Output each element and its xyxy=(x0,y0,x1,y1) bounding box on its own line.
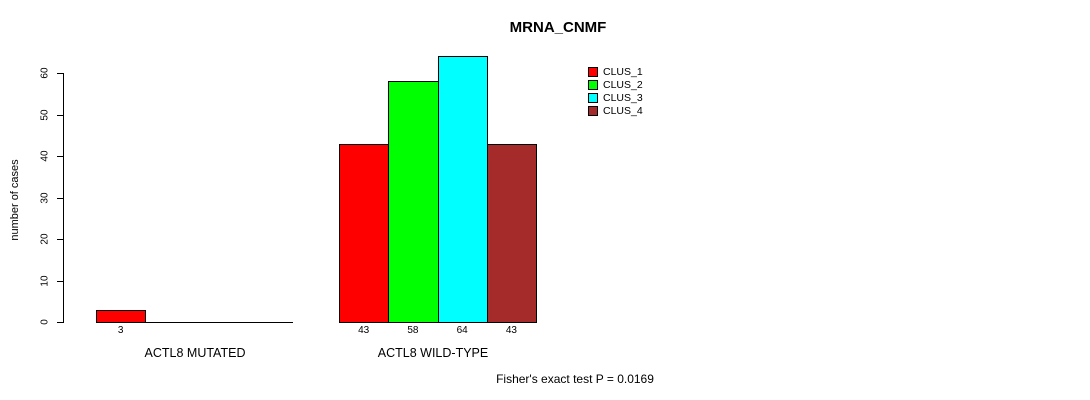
legend-label: CLUS_4 xyxy=(603,104,643,117)
y-axis-tick xyxy=(57,156,63,157)
legend-item: CLUS_4 xyxy=(588,104,643,117)
y-axis-tick xyxy=(57,322,63,323)
legend: CLUS_1 CLUS_2 CLUS_3 CLUS_4 xyxy=(588,65,643,117)
y-axis-tick-label: 30 xyxy=(39,191,51,204)
legend-color-swatch xyxy=(588,105,598,116)
legend-label: CLUS_1 xyxy=(603,65,643,78)
x-category-label-wildtype: ACTL8 WILD-TYPE xyxy=(377,346,489,360)
y-axis-line xyxy=(63,73,64,323)
legend-label: CLUS_3 xyxy=(603,91,643,104)
chart-title: MRNA_CNMF xyxy=(509,19,607,36)
y-axis-label: number of cases xyxy=(9,159,21,241)
y-axis-tick xyxy=(57,73,63,74)
y-axis-tick-label: 20 xyxy=(39,233,51,245)
bar xyxy=(388,81,439,323)
bar-value-label: 43 xyxy=(358,325,370,336)
y-axis-tick-label: 0 xyxy=(39,319,51,325)
bar xyxy=(486,144,537,323)
group-baseline xyxy=(96,322,293,323)
bar-value-label: 58 xyxy=(407,325,419,336)
y-axis-tick-label: 60 xyxy=(39,67,51,79)
y-axis-tick-label: 40 xyxy=(39,150,51,162)
legend-color-swatch xyxy=(588,79,598,90)
legend-color-swatch xyxy=(588,92,598,103)
x-category-label-mutated: ACTL8 MUTATED xyxy=(144,346,246,360)
bar-value-label: 64 xyxy=(456,325,468,336)
legend-item: CLUS_1 xyxy=(588,65,643,78)
bar xyxy=(339,144,390,323)
y-axis-tick-label: 10 xyxy=(39,274,51,287)
legend-label: CLUS_2 xyxy=(603,78,643,91)
bar xyxy=(96,310,147,323)
legend-item: CLUS_2 xyxy=(588,78,643,91)
bar-value-label: 43 xyxy=(505,325,517,336)
legend-color-swatch xyxy=(588,66,598,77)
fisher-test-annotation: Fisher's exact test P = 0.0169 xyxy=(496,372,654,386)
y-axis-tick xyxy=(57,114,63,116)
y-axis-tick xyxy=(57,239,63,240)
bar xyxy=(437,56,488,323)
y-axis-tick-label: 50 xyxy=(39,108,51,121)
legend-item: CLUS_3 xyxy=(588,91,643,104)
bar-value-label: 3 xyxy=(117,325,124,336)
y-axis-tick xyxy=(57,280,63,282)
y-axis-tick xyxy=(57,197,63,199)
